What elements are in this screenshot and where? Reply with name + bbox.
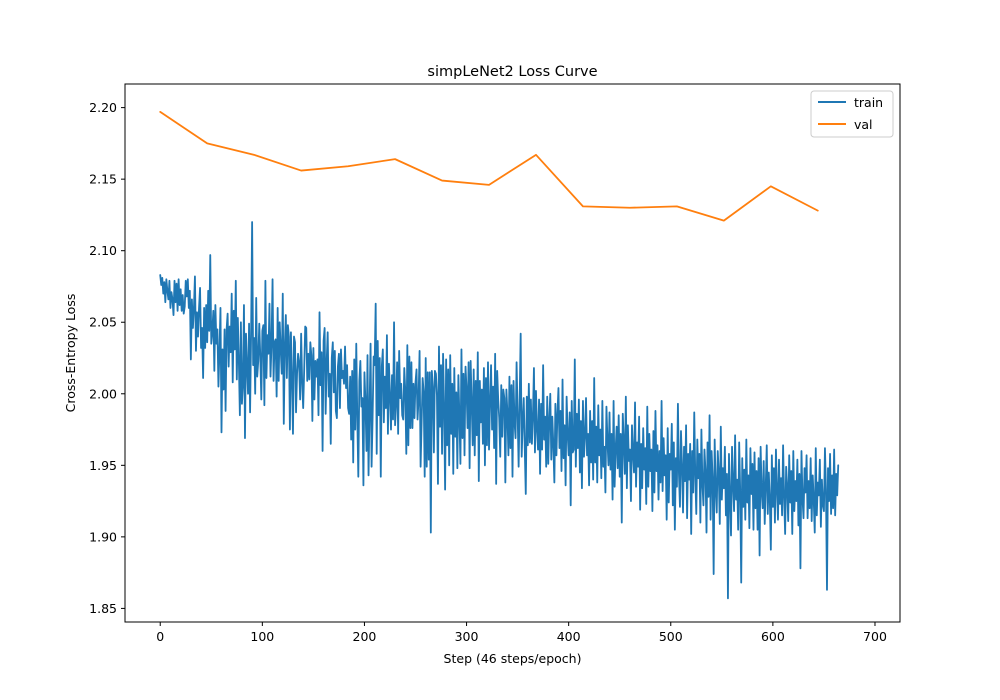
y-tick-label: 1.95 <box>89 458 117 473</box>
plot-area-frame <box>124 83 901 623</box>
x-tick-label: 500 <box>659 629 683 644</box>
chart-title: simpLeNet2 Loss Curve <box>427 64 597 80</box>
legend-label-train: train <box>854 95 883 110</box>
y-tick-label: 1.90 <box>89 529 117 544</box>
legend: train val <box>810 90 894 138</box>
series-line-val <box>159 111 819 222</box>
y-tick-label: 2.15 <box>89 172 117 187</box>
y-tick-label: 2.00 <box>89 386 117 401</box>
x-tick-label: 400 <box>557 629 581 644</box>
x-axis-ticks: 0 100 200 300 400 500 600 700 <box>156 622 887 644</box>
x-tick-label: 100 <box>250 629 274 644</box>
plot-lines <box>159 111 840 600</box>
x-tick-label: 0 <box>156 629 164 644</box>
legend-label-val: val <box>854 117 873 132</box>
y-tick-label: 1.85 <box>89 601 117 616</box>
x-tick-label: 600 <box>761 629 785 644</box>
series-line-train <box>159 221 840 600</box>
y-tick-label: 2.20 <box>89 100 117 115</box>
y-tick-label: 2.10 <box>89 243 117 258</box>
x-tick-label: 200 <box>353 629 377 644</box>
y-tick-label: 2.05 <box>89 315 117 330</box>
x-tick-label: 300 <box>455 629 479 644</box>
y-axis-label: Cross-Entropy Loss <box>63 294 78 413</box>
y-axis-ticks: 1.85 1.90 1.95 2.00 2.05 2.10 2.15 2.20 <box>89 100 125 616</box>
x-axis-label: Step (46 steps/epoch) <box>444 651 582 666</box>
x-tick-label: 700 <box>863 629 887 644</box>
